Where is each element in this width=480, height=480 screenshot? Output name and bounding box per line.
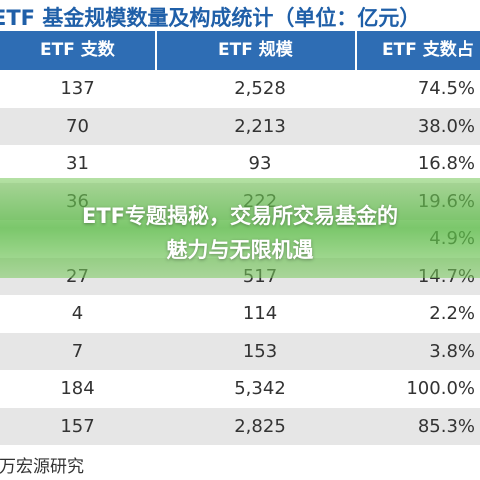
table-cell: 3.8% <box>429 340 475 362</box>
source: 申万宏源研究 <box>0 457 84 477</box>
banner-line: ETF专题揭秘，交易所交易基金的 <box>81 204 398 228</box>
table-cell: 31 <box>66 153 89 174</box>
banner-line: 魅力与无限机遇 <box>166 238 314 262</box>
table-cell: 7 <box>71 340 84 362</box>
table-row: 157 2,825 85.3% <box>0 407 480 445</box>
table-cell: 2.2% <box>429 303 475 324</box>
separator <box>155 31 157 70</box>
table-cell: 70 <box>66 115 89 137</box>
table-cell: 38.0% <box>417 115 475 137</box>
table-cell: 114 <box>242 303 278 324</box>
table-cell: 16.8% <box>417 153 475 174</box>
table-row: 137 2,528 74.5% <box>0 70 480 108</box>
header-cell: ETF 支数占 <box>382 40 474 60</box>
table-cell: 2,213 <box>234 115 286 137</box>
table-row: 4 114 2.2% <box>0 295 480 333</box>
table-cell: 85.3% <box>417 415 475 437</box>
table-cell: 184 <box>60 378 95 399</box>
table-cell: 2,528 <box>234 78 286 99</box>
table-title: ETF 基金规模数量及构成统计（单位：亿元） <box>0 6 421 30</box>
table-cell: 137 <box>60 78 95 99</box>
table-cell: 2,825 <box>234 415 286 437</box>
banner: ETF专题揭秘，交易所交易基金的 魅力与无限机遇 <box>0 178 480 278</box>
separator <box>355 31 357 70</box>
table-cell: 4 <box>71 303 84 324</box>
table-row: 70 2,213 38.0% <box>0 107 480 145</box>
table-cell: 93 <box>248 153 272 174</box>
header-row: ETF 支数 ETF 规模 ETF 支数占 <box>0 31 480 70</box>
header-cell: ETF 规模 <box>218 40 293 60</box>
table-cell: 74.5% <box>417 78 475 99</box>
header-cell: ETF 支数 <box>40 40 115 60</box>
table-cell: 5,342 <box>234 378 286 399</box>
table-cell: 100.0% <box>406 378 475 399</box>
table-row: 184 5,342 100.0% <box>0 370 480 408</box>
table-cell: 157 <box>60 415 95 437</box>
table-row: 31 93 16.8% <box>0 145 480 183</box>
table-cell: 153 <box>242 340 278 362</box>
table-row: 7 153 3.8% <box>0 332 480 370</box>
